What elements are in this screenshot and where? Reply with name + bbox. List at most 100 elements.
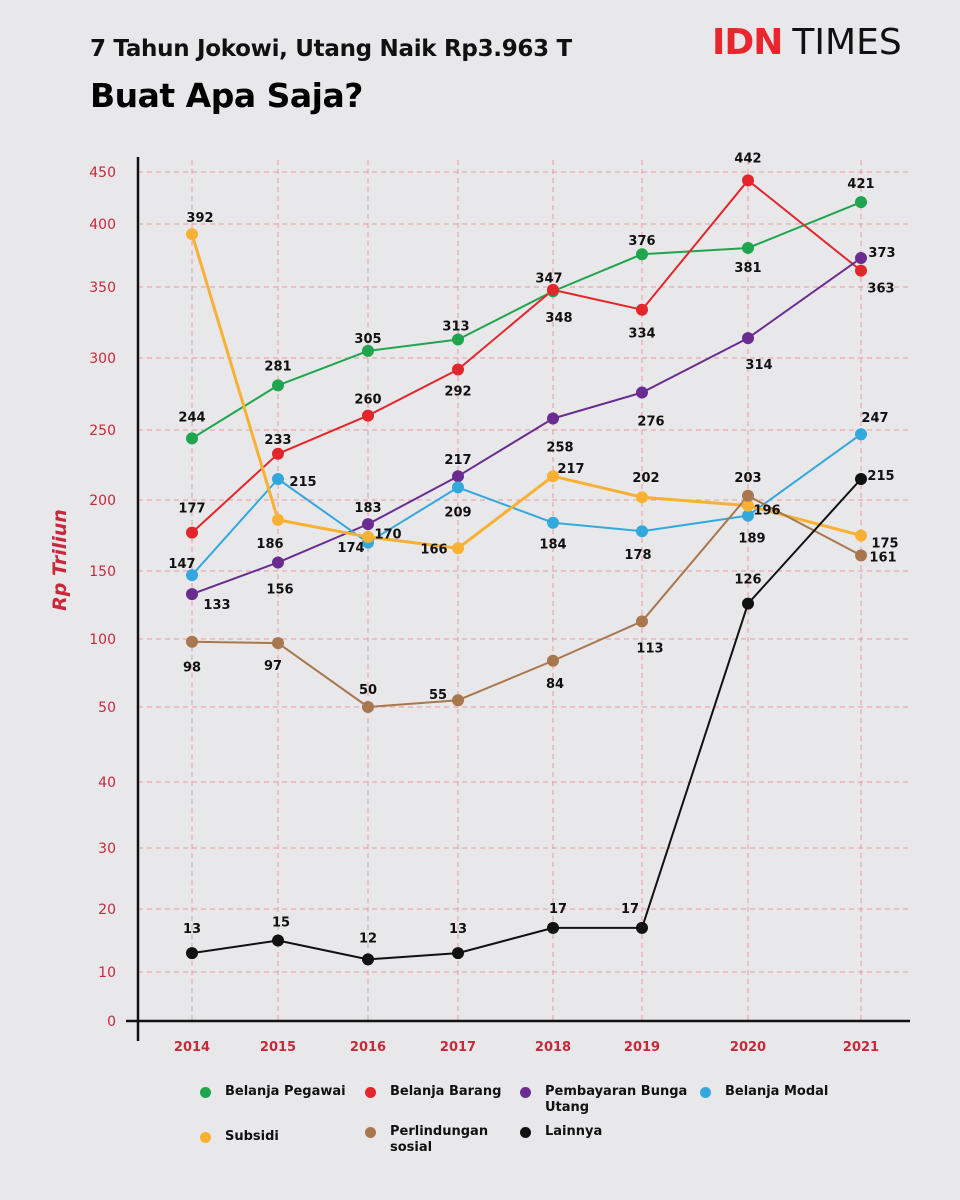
- data-point: [855, 473, 867, 485]
- data-point: [362, 530, 374, 543]
- data-point: [272, 513, 284, 526]
- x-tick-label: 2019: [624, 1040, 660, 1055]
- data-point: [855, 264, 867, 277]
- data-label: 15: [272, 916, 290, 931]
- data-label: 233: [264, 433, 291, 448]
- data-label: 347: [535, 271, 562, 286]
- data-point: [362, 409, 374, 422]
- data-label: 183: [354, 501, 381, 516]
- legend-swatch: [365, 1127, 376, 1138]
- legend-swatch: [200, 1132, 211, 1143]
- data-point: [362, 518, 374, 531]
- data-point: [636, 386, 648, 399]
- data-label: 133: [203, 598, 230, 613]
- y-tick-label: 250: [89, 423, 116, 439]
- data-point: [452, 470, 464, 483]
- data-point: [272, 447, 284, 460]
- data-point: [742, 509, 754, 522]
- legend-item: Subsidi: [200, 1129, 385, 1145]
- data-point: [855, 252, 867, 265]
- series-line: [191, 257, 862, 596]
- legend-label: Belanja Modal: [725, 1084, 829, 1099]
- data-point: [186, 635, 198, 648]
- data-point: [636, 491, 648, 504]
- data-points: [186, 174, 867, 966]
- data-point: [855, 529, 867, 542]
- data-label: 203: [734, 471, 761, 486]
- y-tick-label: 20: [98, 902, 116, 918]
- legend-label: Pembayaran Bunga Utang: [545, 1084, 688, 1115]
- data-point: [362, 701, 374, 713]
- data-label: 442: [734, 151, 761, 166]
- data-label: 247: [861, 411, 888, 426]
- brand-logo: IDN TIMES: [712, 22, 902, 63]
- legend-swatch: [520, 1127, 531, 1138]
- data-label: 55: [429, 688, 447, 703]
- logo-part-times: TIMES: [792, 22, 902, 63]
- y-tick-label: 300: [89, 351, 116, 367]
- legend-swatch: [520, 1087, 531, 1098]
- data-label: 147: [168, 557, 195, 572]
- x-tick-label: 2021: [843, 1040, 879, 1055]
- data-label: 217: [444, 453, 471, 468]
- y-tick-label: 40: [98, 775, 116, 791]
- data-point: [186, 228, 198, 241]
- data-label: 174: [337, 541, 364, 556]
- data-labels: 244 281 305 313 347 376 381 421 177 233 260 292 348 3…: [168, 151, 898, 946]
- y-tick-label: 350: [89, 280, 116, 296]
- data-label: 209: [444, 505, 471, 520]
- data-point: [272, 934, 284, 947]
- legend-label: Belanja Barang: [390, 1084, 502, 1099]
- legend-item: Belanja Modal: [700, 1084, 885, 1100]
- legend-label: Belanja Pegawai: [225, 1084, 346, 1099]
- legend-label: Perlindungan sosial: [390, 1124, 489, 1155]
- legend-label: Subsidi: [225, 1129, 279, 1144]
- data-label: 113: [636, 641, 663, 656]
- data-point: [186, 526, 198, 539]
- data-point: [362, 344, 374, 357]
- data-label: 12: [359, 931, 377, 946]
- data-point: [547, 654, 559, 667]
- data-point: [452, 694, 464, 707]
- data-label: 334: [628, 327, 655, 342]
- data-label: 373: [868, 246, 895, 261]
- legend: Belanja Pegawai Belanja Barang Pembayaran …: [200, 1084, 940, 1164]
- data-point: [547, 470, 559, 483]
- data-label: 186: [256, 537, 283, 552]
- y-axis-label: Rp Triliun: [49, 509, 71, 611]
- data-label: 156: [266, 582, 293, 597]
- y-tick-label: 100: [89, 632, 116, 648]
- data-label: 84: [546, 677, 564, 692]
- data-point: [452, 947, 464, 960]
- data-label: 258: [546, 440, 573, 455]
- data-label: 376: [628, 234, 655, 249]
- chart-subtitle: Buat Apa Saja?: [90, 76, 363, 115]
- y-tick-label: 10: [98, 965, 116, 981]
- legend-item: Lainnya: [520, 1124, 705, 1140]
- legend-swatch: [200, 1087, 211, 1098]
- data-label: 292: [444, 385, 471, 400]
- data-point: [452, 333, 464, 346]
- series-lines: [190, 179, 862, 961]
- data-point: [636, 921, 648, 934]
- data-label: 305: [354, 332, 381, 347]
- data-label: 363: [867, 282, 894, 297]
- data-label: 202: [632, 471, 659, 486]
- data-label: 166: [420, 542, 447, 557]
- data-point: [742, 597, 754, 610]
- data-point: [452, 363, 464, 376]
- data-label: 217: [557, 462, 584, 477]
- y-tick-label: 400: [89, 217, 116, 233]
- data-point: [547, 412, 559, 425]
- data-label: 421: [847, 177, 874, 192]
- legend-item: Belanja Pegawai: [200, 1084, 385, 1100]
- data-label: 178: [624, 548, 651, 563]
- data-label: 126: [734, 573, 761, 588]
- data-label: 13: [449, 922, 467, 937]
- data-point: [636, 248, 648, 261]
- x-tick-label: 2018: [535, 1040, 571, 1055]
- data-label: 276: [637, 415, 664, 430]
- data-point: [742, 489, 754, 502]
- data-label: 314: [745, 358, 772, 373]
- legend-label: Lainnya: [545, 1124, 603, 1139]
